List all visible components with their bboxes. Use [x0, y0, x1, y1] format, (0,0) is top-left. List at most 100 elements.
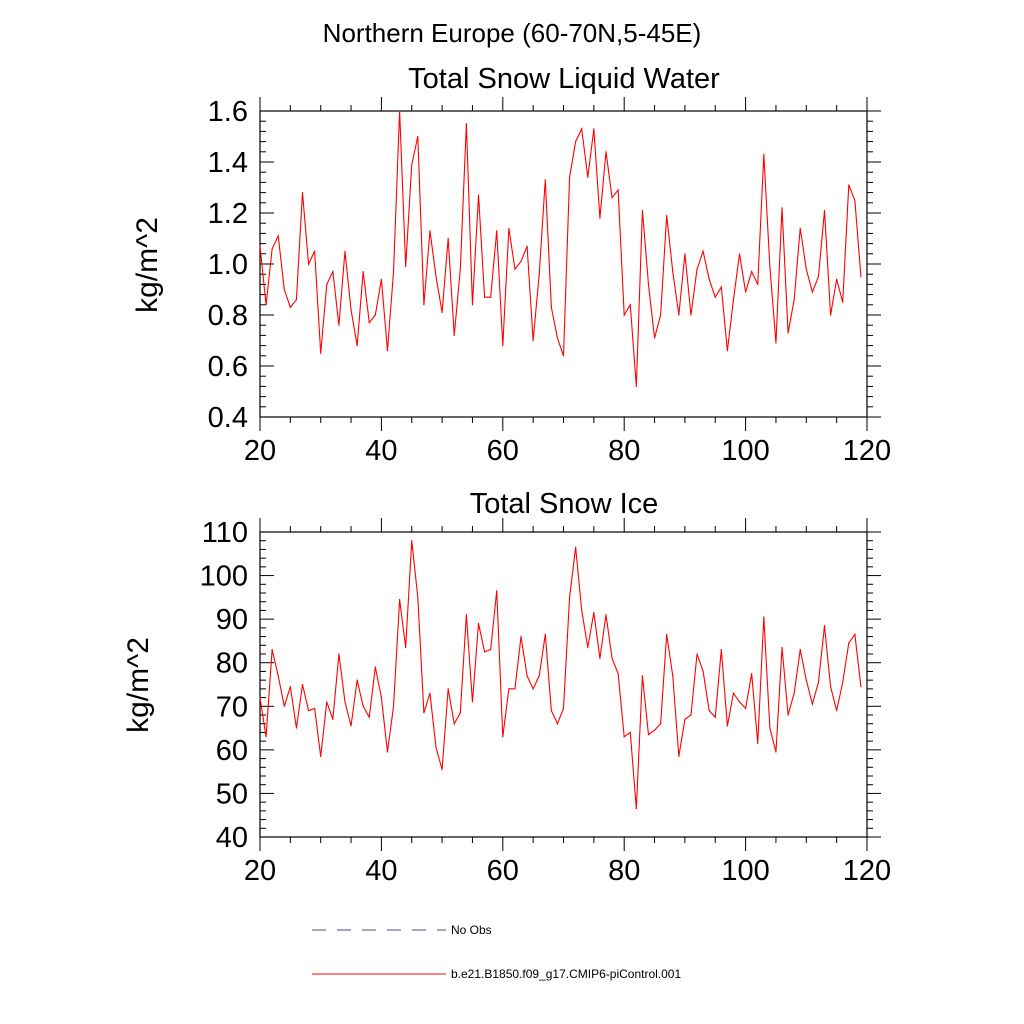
figure-title: Northern Europe (60-70N,5-45E) [323, 18, 702, 48]
ticklabels-liquid-water: 20 40 60 80 100 120 0.4 0.6 0.8 1.0 1.2 1.4 1.6 [208, 96, 892, 467]
x-tick-label: 100 [721, 855, 769, 887]
data-point [344, 250, 346, 252]
data-point [745, 707, 747, 710]
data-point [666, 633, 668, 635]
data-point [678, 314, 680, 316]
data-point [672, 271, 674, 273]
data-point [684, 718, 686, 720]
data-point [295, 727, 298, 729]
data-point [344, 701, 346, 703]
data-point [271, 248, 273, 250]
points-liquid-water [259, 110, 862, 387]
data-point [295, 299, 298, 301]
data-point [587, 176, 589, 178]
data-point [283, 705, 285, 707]
y-tick-label: 0.4 [208, 402, 248, 434]
data-point [411, 163, 413, 166]
data-point [684, 253, 686, 255]
data-point [350, 725, 352, 727]
data-point [635, 808, 637, 810]
data-point [823, 625, 826, 627]
data-point [459, 268, 461, 270]
data-point [314, 250, 316, 252]
data-point [587, 646, 589, 649]
data-point [714, 716, 716, 718]
data-point [362, 271, 364, 273]
y-tick-label: 110 [202, 517, 248, 549]
data-point [781, 207, 783, 209]
points-snow-ice [259, 540, 862, 810]
data-point [842, 301, 844, 303]
data-point [708, 710, 710, 712]
data-point [793, 299, 795, 301]
data-point [581, 609, 583, 612]
data-point [775, 342, 777, 344]
data-point [332, 718, 334, 720]
y-tick-label: 60 [216, 735, 248, 767]
data-point [593, 612, 595, 614]
data-point [757, 283, 759, 285]
data-point [702, 250, 704, 252]
data-point [423, 304, 425, 306]
data-point [829, 314, 832, 316]
data-point [568, 176, 571, 178]
plot-frame-snow-ice [259, 531, 868, 838]
data-point [860, 276, 862, 278]
data-point [326, 701, 328, 703]
data-point [641, 209, 644, 212]
data-point [805, 268, 807, 270]
data-point [301, 192, 304, 194]
y-tick-label: 0.8 [208, 300, 248, 332]
data-point [453, 334, 455, 336]
data-point [447, 237, 449, 240]
data-point [435, 747, 437, 749]
data-point [483, 651, 486, 653]
data-point [787, 714, 789, 716]
data-point [508, 688, 510, 690]
series-line-snow-ice [259, 540, 862, 809]
data-point [362, 705, 364, 707]
data-point [259, 696, 261, 699]
data-point [781, 646, 783, 649]
data-point [368, 322, 370, 324]
legend-label-picontrol: b.e21.B1850.f09_g17.CMIP6-piControl.001 [451, 967, 681, 981]
data-point [374, 314, 376, 316]
data-point [751, 271, 753, 273]
data-point [392, 271, 395, 273]
data-point [842, 681, 844, 683]
data-point [556, 337, 559, 339]
data-point [380, 696, 382, 699]
data-point [259, 245, 261, 247]
x-tick-label: 100 [721, 435, 769, 467]
data-point [848, 184, 850, 186]
data-point [520, 260, 522, 263]
data-point [641, 675, 644, 677]
data-point [696, 653, 698, 655]
x-tick-label: 40 [365, 435, 397, 467]
data-point [538, 273, 540, 275]
data-point [629, 731, 631, 734]
data-point [544, 633, 546, 635]
data-point [732, 299, 735, 301]
data-point [435, 276, 437, 278]
y-tick-label: 0.6 [208, 351, 248, 383]
y-tick-label: 80 [216, 648, 248, 680]
data-point [465, 614, 467, 616]
x-tick-label: 80 [608, 435, 640, 467]
data-point [405, 265, 407, 268]
data-point [526, 675, 528, 677]
data-point [732, 692, 735, 694]
data-point [356, 345, 358, 347]
y-tick-label: 1.2 [208, 198, 248, 230]
data-point [854, 199, 856, 201]
data-point [289, 306, 291, 308]
y-tick-label: 100 [200, 561, 248, 593]
data-point [356, 679, 358, 681]
x-tick-label: 60 [487, 435, 519, 467]
data-point [763, 616, 765, 618]
data-point [647, 734, 650, 736]
data-point [623, 314, 625, 316]
data-point [769, 265, 771, 268]
panel-snow-ice: Total Snow Ice kg/m^2 20 40 60 80 100 1204050… [122, 488, 891, 887]
